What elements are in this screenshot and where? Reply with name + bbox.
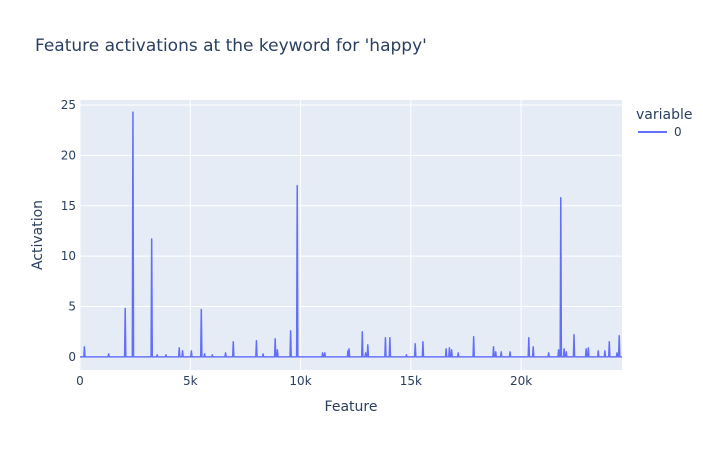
legend-item-label: 0 [674,125,682,139]
x-ticks: 0 5k 10k 15k 20k [76,374,532,388]
series-0 [80,111,622,358]
y-tick-label: 20 [61,148,76,162]
plot-area [80,100,622,370]
chart-title: Feature activations at the keyword for '… [35,36,427,56]
x-tick-label: 5k [183,374,198,388]
y-tick-label: 15 [61,199,76,213]
y-tick-label: 10 [61,249,76,263]
y-tick-label: 5 [68,300,76,314]
y-axis-title: Activation [30,200,46,270]
legend-title: variable [636,107,692,123]
x-tick-label: 15k [400,374,422,388]
x-tick-label: 10k [289,374,311,388]
x-tick-label: 0 [76,374,84,388]
x-axis-title: Feature [325,399,378,415]
x-tick-label: 20k [510,374,532,388]
y-ticks: 0 5 10 15 20 25 [61,98,76,364]
y-tick-label: 0 [68,350,76,364]
legend[interactable]: variable 0 [636,107,692,139]
y-tick-label: 25 [61,98,76,112]
